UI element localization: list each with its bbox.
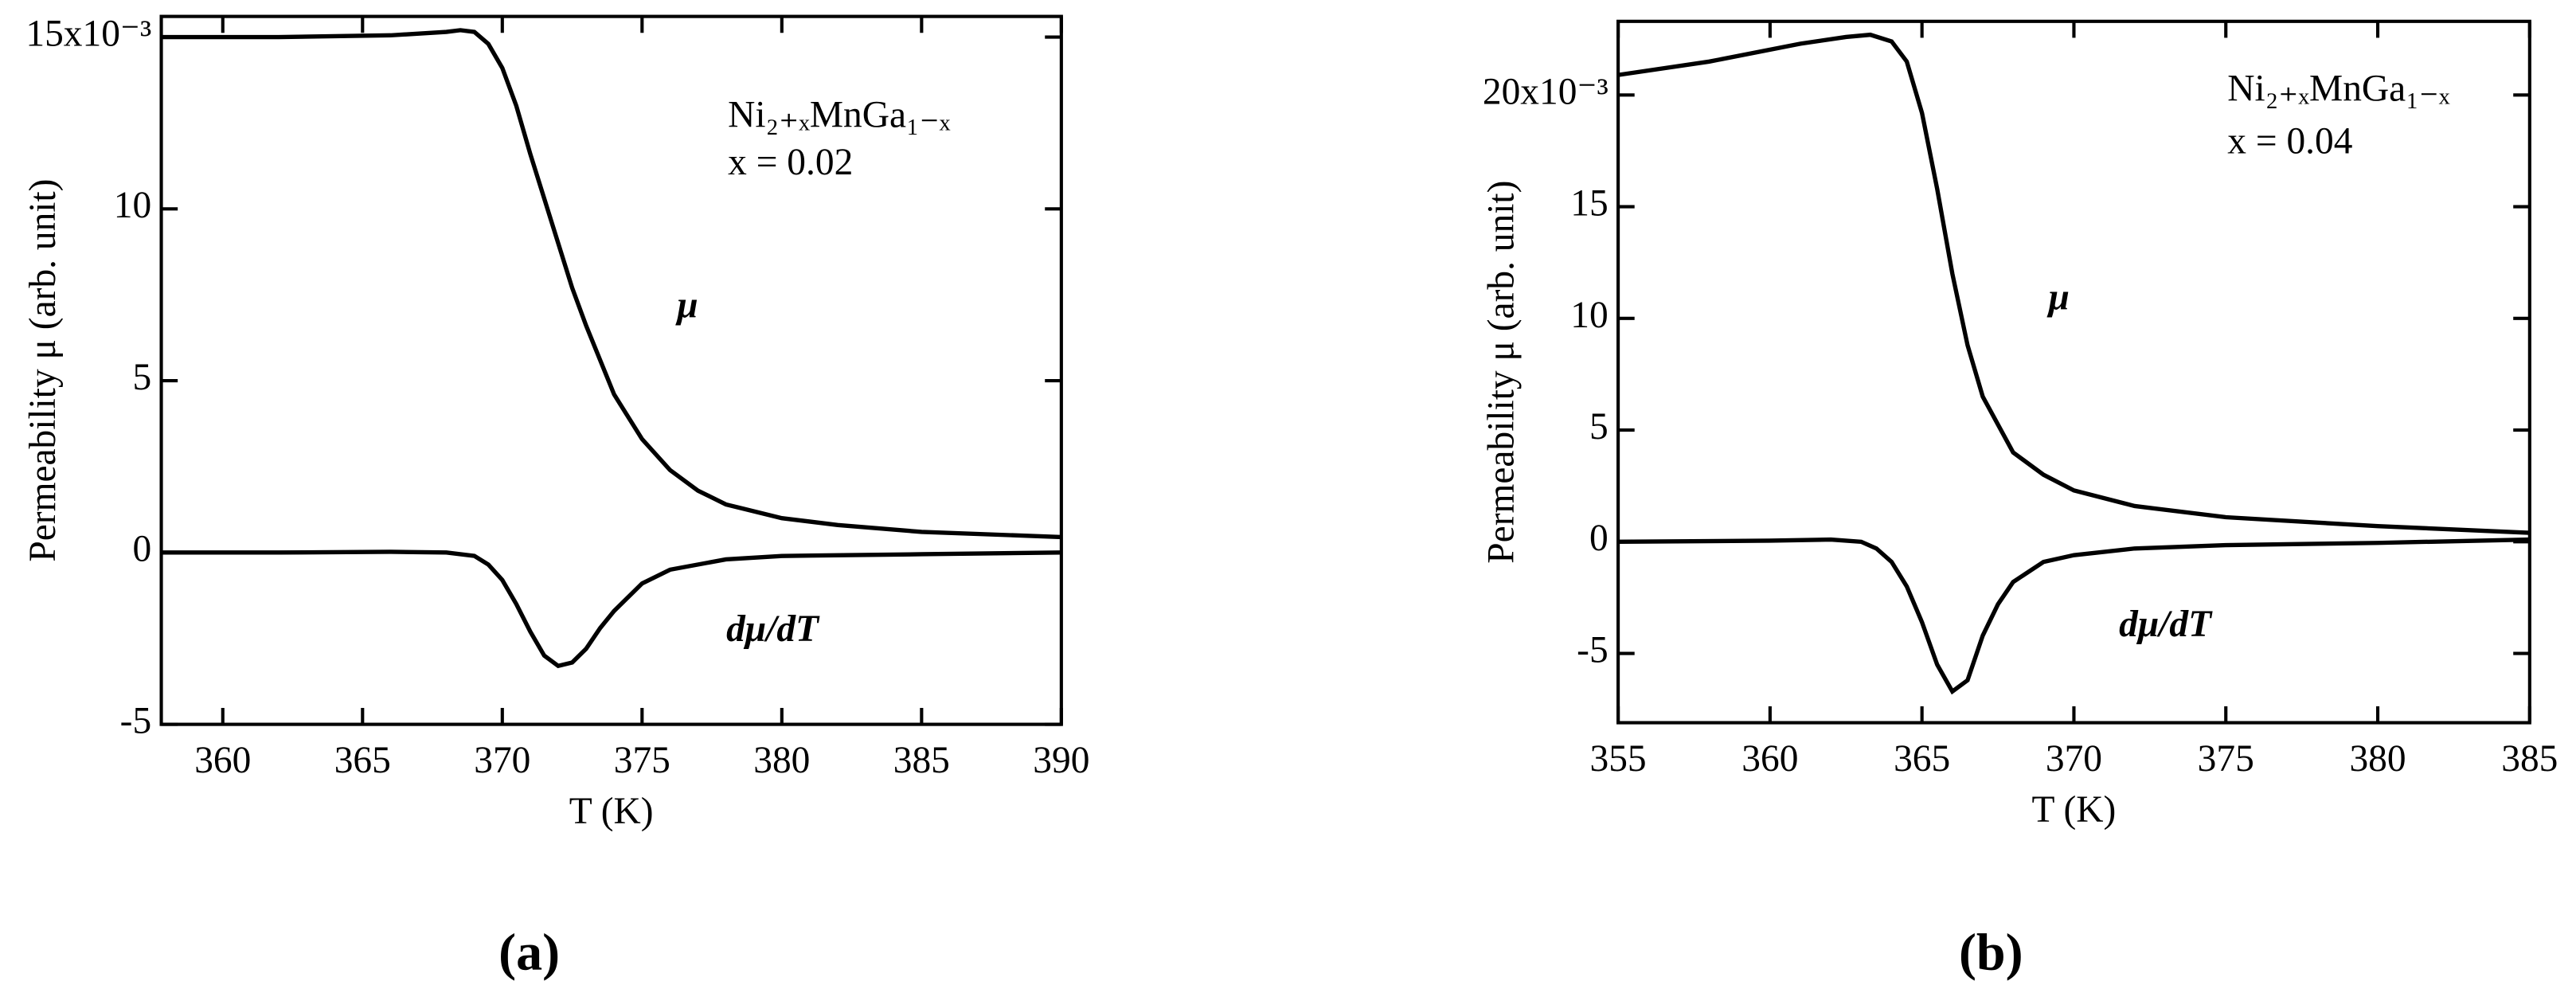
x-tick-label: 365: [334, 740, 391, 781]
y-tick-label: 10: [1570, 295, 1608, 336]
y-axis-label: Permeability μ (arb. unit): [22, 179, 64, 562]
panel-label: (b): [1959, 924, 2023, 982]
y-tick-label: 15x10⁻³: [25, 13, 151, 54]
y-tick-label: 5: [1589, 406, 1609, 448]
series-label: μ: [674, 285, 698, 326]
chart: 355 360 365 370 375 380 385 -5 0 5 10 15 20x10⁻³ T (K…: [1481, 19, 2558, 982]
annotation: x = 0.04: [2227, 120, 2352, 162]
x-tick-label: 375: [614, 740, 670, 781]
series-line: [1617, 32, 2530, 535]
y-tick-label: 0: [132, 529, 151, 570]
series-label: μ: [2046, 276, 2069, 318]
x-tick-label: 385: [2501, 738, 2558, 780]
chart: 360 365 370 375 380 385 390 -5 0 5 10 15x10⁻³ T (K) P…: [22, 13, 1089, 981]
series-label: dμ/dT: [2119, 604, 2213, 645]
y-tick-label: 10: [114, 185, 151, 226]
x-tick-label: 360: [194, 740, 251, 781]
y-tick-label: -5: [1577, 629, 1609, 671]
x-tick-label: 370: [474, 740, 530, 781]
x-tick-label: 385: [893, 740, 950, 781]
panel-label: (a): [498, 924, 560, 982]
y-tick-label: 5: [132, 357, 151, 398]
x-axis-label: T (K): [569, 791, 654, 832]
x-tick-label: 380: [2349, 738, 2406, 780]
plot-frame: [1616, 19, 2531, 725]
series-line: [161, 549, 1061, 669]
series-line: [1618, 537, 2530, 695]
y-tick-label: 0: [1589, 518, 1609, 559]
x-tick-label: 370: [2046, 738, 2102, 780]
annotation: x = 0.02: [728, 142, 853, 183]
x-tick-label: 365: [1894, 738, 1950, 780]
x-tick-label: 380: [753, 740, 810, 781]
x-tick-label: 375: [2198, 738, 2254, 780]
x-axis-label: T (K): [2032, 789, 2117, 831]
y-tick-label: 20x10⁻³: [1483, 71, 1609, 112]
x-tick-label: 360: [1741, 738, 1798, 780]
x-tick-label: 355: [1590, 738, 1647, 780]
series-label: dμ/dT: [726, 608, 820, 650]
series-line: [161, 28, 1061, 540]
y-tick-label: -5: [120, 700, 152, 741]
plot-frame: [159, 14, 1063, 726]
x-tick-label: 390: [1033, 740, 1089, 781]
y-axis-label: Permeability μ (arb. unit): [1481, 181, 1523, 564]
annotation: Ni₂₊ₓMnGa₁₋ₓ: [2227, 68, 2449, 109]
y-tick-label: 15: [1570, 183, 1608, 225]
annotation: Ni₂₊ₓMnGa₁₋ₓ: [728, 94, 950, 135]
